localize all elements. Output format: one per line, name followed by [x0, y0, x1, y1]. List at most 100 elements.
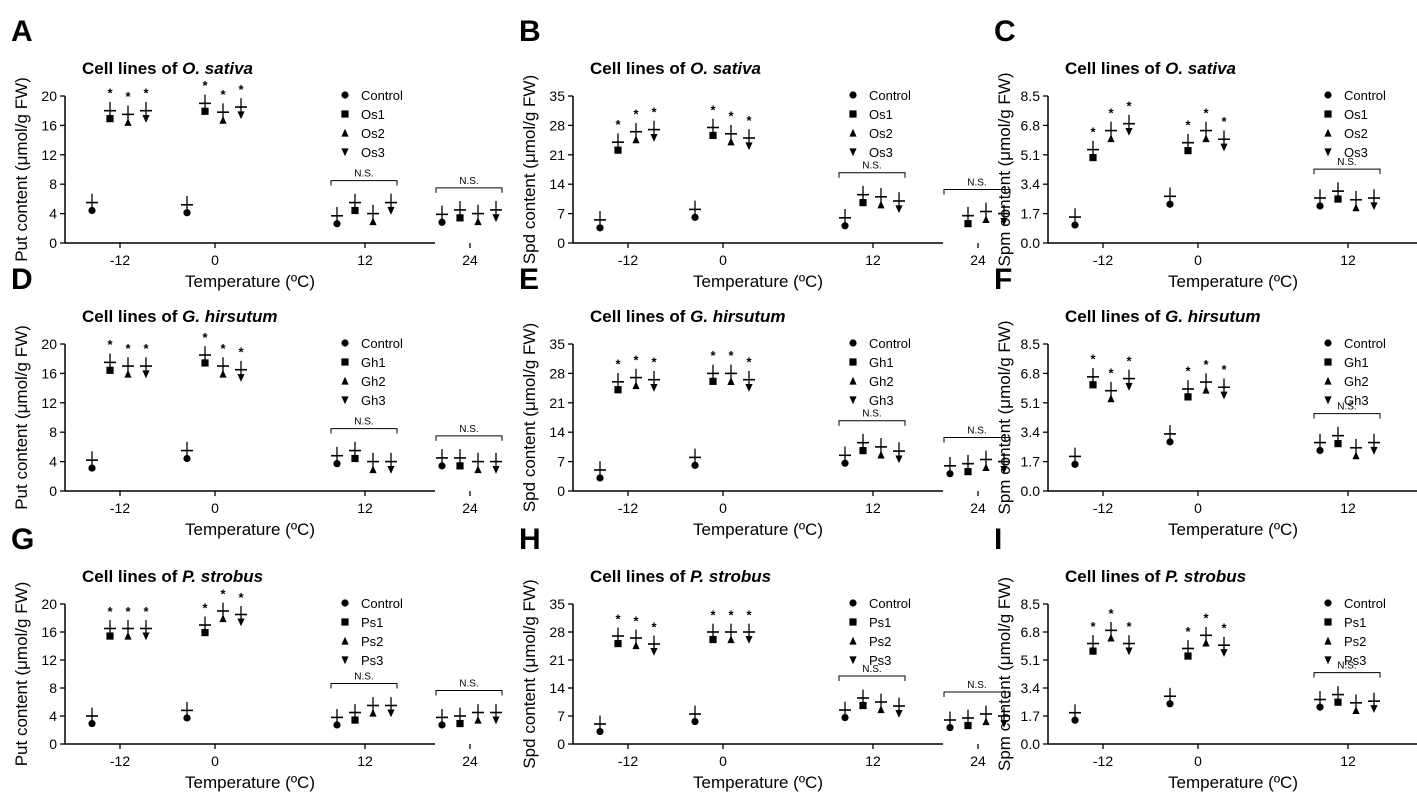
data-point-os3: [650, 133, 658, 142]
significance-star: *: [202, 330, 208, 345]
y-tick-label: 8.5: [1021, 336, 1041, 352]
data-point-os3: [1370, 202, 1378, 211]
y-axis-label: Spd content (μmol/g FW): [520, 579, 539, 768]
data-point-os1: [351, 206, 359, 215]
x-axis-label: Temperature (ºC): [185, 773, 315, 792]
chart-title: Cell lines of O. sativa: [590, 59, 761, 78]
y-tick-label: 21: [549, 395, 565, 411]
data-point-os1: [201, 107, 209, 115]
x-axis-label: Temperature (ºC): [693, 520, 823, 539]
legend-label: Os2: [361, 126, 385, 141]
y-tick-label: 8.5: [1021, 596, 1041, 612]
significance-star: *: [125, 89, 131, 104]
x-tick-label: 0: [719, 500, 727, 516]
legend-marker: [849, 656, 857, 665]
legend-label: Os3: [869, 145, 893, 160]
significance-star: *: [1185, 624, 1191, 639]
significance-star: *: [1090, 352, 1096, 367]
data-point-ps3: [1370, 705, 1378, 713]
ns-bracket: [943, 691, 1011, 697]
y-axis-label: Spm content (μmol/g FW): [995, 72, 1014, 266]
data-point-os1: [614, 146, 622, 154]
significance-star: *: [633, 106, 639, 121]
data-point-os1: [456, 214, 464, 222]
y-tick-label: 8: [49, 176, 57, 192]
y-tick-label: 12: [41, 652, 57, 668]
data-point-ps2: [727, 635, 735, 644]
ns-bracket: [1313, 168, 1381, 175]
y-tick-label: 14: [549, 680, 565, 696]
data-point-gh3: [1220, 391, 1228, 400]
significance-star: *: [202, 600, 208, 615]
y-tick-label: 21: [549, 147, 565, 163]
y-tick-label: 35: [549, 596, 565, 612]
y-tick-label: 7: [557, 708, 565, 724]
legend-label: Gh3: [361, 393, 386, 408]
panel-c: C Cell lines of O. sativa 0.0 1.7 3.4 5.1 6.8 8…: [994, 15, 1417, 291]
data-point-ps2: [877, 705, 885, 714]
y-tick-label: 0: [49, 736, 57, 752]
significance-star: *: [1126, 353, 1132, 368]
ns-label: N.S.: [1337, 402, 1356, 413]
significance-star: *: [633, 613, 639, 628]
data-point-gh1: [351, 454, 359, 463]
data-point-control: [438, 721, 446, 729]
significance-star: *: [1221, 621, 1227, 636]
legend-marker: [341, 110, 349, 118]
data-point-control: [946, 470, 954, 478]
legend-marker: [849, 110, 857, 118]
data-point-gh1: [456, 462, 464, 470]
ns-label: N.S.: [459, 176, 478, 187]
y-tick-label: 6.8: [1021, 117, 1041, 133]
legend-label: Control: [1344, 336, 1386, 351]
significance-star: *: [710, 607, 716, 622]
panel-letter: A: [11, 15, 33, 48]
significance-star: *: [107, 604, 113, 619]
x-tick-label: 24: [970, 753, 986, 769]
legend-marker: [341, 618, 349, 626]
x-axis-label: Temperature (ºC): [1168, 272, 1298, 291]
data-point-gh2: [632, 381, 640, 390]
data-point-gh2: [219, 369, 227, 378]
significance-star: *: [710, 348, 716, 363]
x-tick-label: 12: [1340, 753, 1356, 769]
legend-label: Gh2: [1344, 374, 1369, 389]
panel-letter: H: [519, 523, 541, 556]
legend-label: Os1: [361, 107, 385, 122]
data-point-ps2: [632, 641, 640, 650]
y-axis-label: Put content (μmol/g FW): [12, 582, 31, 767]
legend-label: Gh2: [869, 374, 894, 389]
panel-g: G Cell lines of P. strobus 0 4 8 12 16 20 Put co…: [11, 523, 503, 792]
legend-label: Ps3: [869, 653, 891, 668]
data-point-control: [438, 462, 446, 470]
x-tick-label: -12: [110, 500, 130, 516]
x-tick-label: -12: [1093, 500, 1113, 516]
x-tick-label: 24: [462, 753, 478, 769]
legend-label: Gh1: [1344, 355, 1369, 370]
data-point-os1: [106, 115, 114, 123]
data-point-gh3: [1000, 465, 1008, 474]
data-point-control: [333, 220, 341, 228]
data-point-ps1: [456, 719, 464, 728]
y-tick-label: 28: [549, 117, 565, 133]
x-axis-label: Temperature (ºC): [1168, 773, 1298, 792]
y-tick-label: 35: [549, 88, 565, 104]
panel-d: D Cell lines of G. hirsutum 0 4 8 12 16 20 Put c…: [11, 263, 503, 539]
y-tick-label: 1.7: [1021, 206, 1041, 222]
x-tick-label: 0: [1194, 753, 1202, 769]
y-tick-label: 6.8: [1021, 365, 1041, 381]
x-tick-label: 12: [865, 500, 881, 516]
y-axis-label: Spm content (μmol/g FW): [995, 577, 1014, 771]
data-point-control: [691, 461, 699, 469]
data-point-gh3: [492, 465, 500, 474]
significance-star: *: [615, 117, 621, 132]
data-point-control: [841, 222, 849, 230]
y-tick-label: 0: [557, 483, 565, 499]
legend-marker: [1324, 110, 1332, 118]
x-tick-label: -12: [618, 252, 638, 268]
data-point-control: [841, 459, 849, 467]
data-point-gh2: [474, 465, 482, 474]
data-point-control: [88, 464, 96, 472]
ns-bracket: [838, 172, 906, 178]
y-tick-label: 0: [49, 235, 57, 251]
